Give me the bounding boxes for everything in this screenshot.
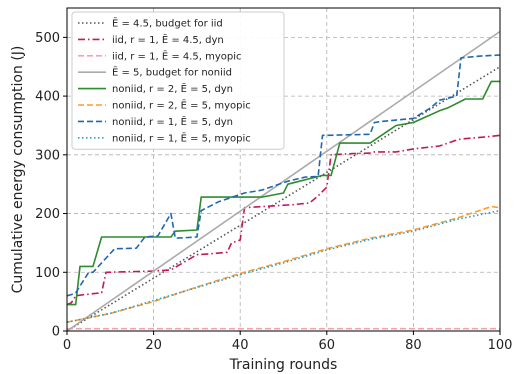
- x-tick-label: 40: [232, 338, 249, 353]
- legend-box: [71, 11, 285, 150]
- legend: Ē = 4.5, budget for iid iid, r = 1, Ē = 4…: [71, 11, 285, 150]
- y-tick-label: 300: [35, 148, 60, 163]
- series-line-1: [66, 134, 501, 306]
- series-line-7: [66, 209, 501, 323]
- legend-label-1: iid, r = 1, Ē = 4.5, dyn: [112, 33, 224, 46]
- x-tick-label: 20: [145, 338, 162, 353]
- legend-label-0: Ē = 4.5, budget for iid: [112, 17, 223, 30]
- legend-label-6: noniid, r = 1, Ē = 5, dyn: [112, 115, 233, 128]
- series-line-4: [67, 80, 500, 306]
- series-line-0: [66, 66, 501, 332]
- series-layer: [66, 30, 501, 332]
- y-axis-label: Cumulative energy consumption (J): [10, 46, 26, 294]
- y-tick-label: 0: [52, 325, 60, 340]
- series-line-3: [66, 30, 501, 332]
- plot-frame: [66, 7, 501, 332]
- series-line-5: [66, 205, 501, 323]
- series-line-6: [66, 54, 501, 297]
- legend-label-4: noniid, r = 2, Ē = 5, dyn: [112, 82, 233, 95]
- legend-label-7: noniid, r = 1, Ē = 5, myopic: [112, 131, 251, 144]
- axes: 0 20 40 60 80 100 0 100 200 300 400 500: [35, 7, 513, 353]
- x-tick-label: 60: [319, 338, 336, 353]
- x-tick-label: 100: [488, 338, 513, 353]
- y-tick-label: 400: [35, 90, 60, 105]
- legend-label-5: noniid, r = 2, Ē = 5, myopic: [112, 99, 251, 112]
- x-tick-label: 80: [405, 338, 422, 353]
- y-tick-label: 500: [35, 31, 60, 46]
- legend-label-3: Ē = 5, budget for noniid: [112, 66, 232, 79]
- x-axis-label: Training rounds: [229, 357, 338, 373]
- y-tick-label: 200: [35, 207, 60, 222]
- x-tick-label: 0: [63, 338, 71, 353]
- y-tick-label: 100: [35, 266, 60, 281]
- legend-label-2: iid, r = 1, Ē = 4.5, myopic: [112, 49, 242, 62]
